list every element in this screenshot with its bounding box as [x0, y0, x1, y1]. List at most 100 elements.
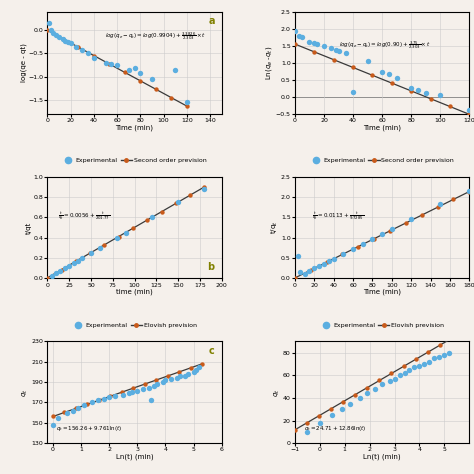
Legend: Experimental, Elovish prevision: Experimental, Elovish prevision [72, 322, 197, 329]
X-axis label: Time (min): Time (min) [363, 289, 401, 295]
Point [450, 196, 457, 203]
Point [59, 35, 67, 43]
Point [148, 214, 156, 221]
Text: $log(q_e - q_t) = log(0.90) + \frac{3.75}{2.303} \times t$: $log(q_e - q_t) = log(0.90) + \frac{3.75… [338, 39, 430, 51]
Point [84, 49, 92, 56]
Point [61, 409, 68, 416]
Point [44, 27, 51, 34]
Point [375, 377, 383, 384]
Point [371, 385, 378, 393]
Y-axis label: $q_t$: $q_t$ [21, 388, 30, 397]
Point [52, 270, 60, 277]
Point [299, 34, 306, 41]
Point [465, 188, 473, 195]
Point [406, 366, 413, 374]
X-axis label: Time (min): Time (min) [116, 124, 154, 131]
Text: $q_t = 156.26 + 9.761\ln(t)$: $q_t = 156.26 + 9.761\ln(t)$ [56, 424, 122, 433]
Point [388, 370, 395, 377]
Point [320, 43, 328, 50]
Point [430, 355, 438, 362]
Point [391, 375, 398, 383]
Point [448, 335, 456, 342]
Point [64, 38, 72, 46]
Point [304, 428, 311, 436]
Point [94, 397, 102, 404]
Point [291, 426, 299, 434]
Point [418, 211, 426, 219]
Point [105, 393, 113, 401]
Point [153, 376, 160, 384]
Point [134, 388, 141, 395]
Point [137, 77, 144, 85]
Point [301, 270, 309, 277]
Point [111, 392, 118, 400]
Point [72, 257, 80, 265]
Point [198, 360, 206, 368]
Point [310, 39, 318, 47]
Legend: Experimental, Elovish prevision: Experimental, Elovish prevision [319, 322, 445, 329]
Point [106, 60, 113, 68]
Point [58, 266, 65, 273]
Point [328, 45, 335, 52]
X-axis label: Ln(t) (min): Ln(t) (min) [116, 454, 154, 460]
Point [158, 208, 165, 216]
Point [122, 229, 129, 237]
Point [173, 374, 181, 382]
Point [74, 404, 82, 411]
Point [49, 421, 57, 428]
Point [137, 69, 144, 77]
Point [141, 380, 148, 388]
Point [144, 216, 151, 224]
Point [388, 225, 396, 233]
Point [291, 27, 299, 34]
Text: b: b [208, 262, 215, 272]
Point [55, 414, 62, 421]
Point [393, 74, 401, 82]
Point [119, 392, 127, 399]
Point [153, 381, 161, 388]
Point [107, 392, 114, 400]
Point [415, 86, 422, 94]
Point [294, 252, 301, 260]
Point [424, 348, 431, 356]
Point [190, 368, 197, 376]
Point [100, 241, 108, 248]
Point [49, 29, 57, 36]
Point [437, 200, 444, 208]
Point [70, 259, 77, 267]
Point [339, 251, 346, 258]
Point [385, 70, 393, 77]
Point [89, 399, 96, 406]
Point [176, 372, 183, 380]
Point [87, 249, 95, 257]
Point [147, 397, 155, 404]
Point [186, 191, 194, 199]
Point [437, 91, 444, 99]
Point [96, 244, 103, 252]
Point [61, 36, 69, 44]
Point [342, 49, 349, 57]
Point [148, 75, 156, 82]
Point [386, 227, 394, 235]
Point [349, 88, 357, 95]
Point [72, 405, 80, 412]
Point [115, 233, 122, 240]
Point [139, 385, 147, 393]
Point [172, 66, 179, 73]
Point [402, 219, 410, 227]
Point [407, 215, 415, 223]
Point [118, 388, 126, 396]
Point [440, 351, 448, 359]
Point [201, 183, 208, 191]
Point [168, 94, 175, 101]
Point [47, 27, 55, 34]
X-axis label: Time (min): Time (min) [363, 124, 401, 131]
Point [192, 366, 200, 374]
Point [52, 31, 59, 39]
Point [59, 35, 66, 43]
Point [55, 34, 63, 41]
Point [102, 59, 109, 66]
Y-axis label: Ln($q_e$ -$q_t$): Ln($q_e$ -$q_t$) [264, 46, 274, 80]
Text: $\frac{t}{q_t} = 0.0056 + \frac{t}{201.77}$: $\frac{t}{q_t} = 0.0056 + \frac{t}{201.7… [58, 210, 110, 222]
Point [57, 267, 64, 274]
